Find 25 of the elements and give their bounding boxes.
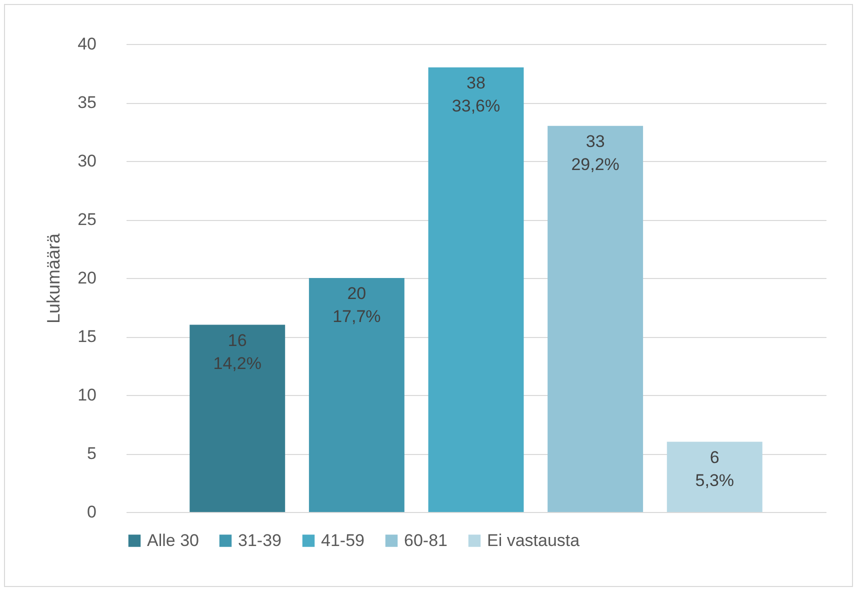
data-label: 33 29,2% — [571, 132, 620, 174]
legend-label: 41-59 — [321, 530, 364, 550]
data-label: 20 17,7% — [332, 284, 381, 326]
y-tick-label: 25 — [78, 210, 96, 229]
y-tick-label: 10 — [78, 386, 96, 404]
y-tick-label: 40 — [78, 34, 96, 54]
bar — [428, 67, 524, 512]
y-tick-label: 20 — [78, 268, 96, 288]
legend-label: Ei vastausta — [487, 530, 580, 550]
y-tick-label: 5 — [87, 444, 96, 463]
y-tick-label: 35 — [78, 93, 96, 112]
bar — [548, 126, 644, 512]
bar — [666, 442, 762, 512]
y-axis-title: Lukumäärä — [44, 232, 64, 324]
legend-label: Alle 30 — [147, 530, 199, 550]
data-label: 38 33,6% — [452, 73, 500, 116]
y-tick-label: 0 — [87, 502, 96, 522]
data-label: 16 14,2% — [213, 330, 262, 373]
y-tick-label: 30 — [78, 152, 96, 170]
bar — [190, 324, 286, 512]
legend-label: 60-81 — [404, 530, 448, 550]
data-label: 6 5,3% — [695, 448, 734, 490]
y-tick-label: 15 — [78, 327, 96, 346]
bar — [308, 278, 404, 512]
legend-label: 31-39 — [238, 530, 282, 550]
